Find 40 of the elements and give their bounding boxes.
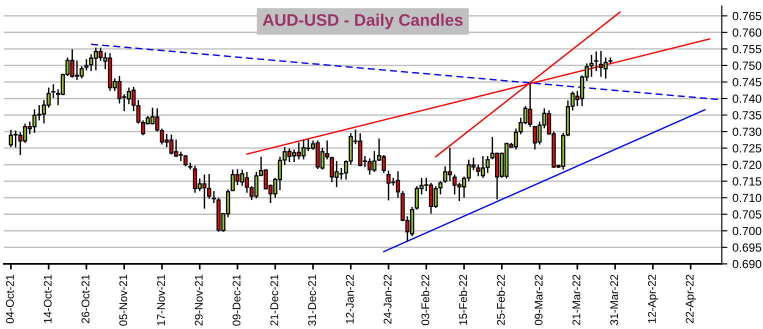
x-tick-label: 05-Nov-21: [119, 274, 128, 326]
y-tick-label: 0.765: [732, 12, 762, 20]
candlestick: [212, 190, 216, 204]
y-tick-label: 0.710: [732, 194, 762, 202]
x-tick-label: 29-Nov-21: [194, 274, 203, 326]
x-tick-label: 15-Feb-22: [458, 274, 468, 325]
x-tick-label: 17-Nov-21: [157, 274, 165, 326]
x-tick-label: 22-Apr-22: [686, 274, 696, 324]
y-tick-label: 0.715: [732, 177, 762, 186]
x-tick-label: 25-Feb-22: [496, 274, 505, 325]
candlestick: [51, 84, 56, 99]
y-tick-label: 0.725: [732, 144, 762, 153]
candlestick: [594, 50, 598, 72]
y-tick-label: 0.750: [732, 61, 762, 70]
x-tick-label: 26-Oct-21: [82, 274, 90, 324]
x-tick-label: 12-Jan-22: [346, 274, 354, 324]
y-tick-label: 0.690: [732, 260, 762, 268]
x-tick-label: 09-Mar-22: [534, 274, 543, 326]
y-tick-label: 0.755: [732, 44, 762, 54]
y-tick-label: 0.760: [732, 28, 762, 37]
x-tick-label: 14-Oct-21: [44, 274, 52, 323]
x-tick-label: 04-Oct-21: [6, 274, 14, 324]
y-tick-label: 0.720: [732, 160, 762, 170]
x-tick-label: 31-Mar-22: [610, 274, 618, 326]
x-tick-label: 24-Jan-22: [384, 274, 392, 324]
x-tick-label: 12-Apr-22: [648, 274, 658, 323]
x-tick-label: 09-Dec-21: [232, 274, 240, 326]
y-tick-label: 0.740: [732, 94, 762, 103]
x-tick-label: 31-Dec-21: [308, 274, 316, 326]
x-tick-label: 03-Feb-22: [421, 274, 430, 326]
candlestick: [183, 154, 188, 167]
chart-title: AUD-USD - Daily Candles: [262, 14, 463, 30]
x-tick-label: 21-Dec-21: [270, 274, 278, 326]
y-tick-label: 0.735: [732, 111, 762, 120]
x-tick-label: 21-Mar-22: [572, 274, 580, 325]
y-tick-label: 0.705: [732, 210, 762, 219]
y-tick-label: 0.730: [732, 128, 762, 136]
y-tick-label: 0.695: [732, 243, 762, 252]
y-tick-label: 0.700: [732, 226, 762, 236]
y-tick-label: 0.745: [732, 78, 762, 86]
